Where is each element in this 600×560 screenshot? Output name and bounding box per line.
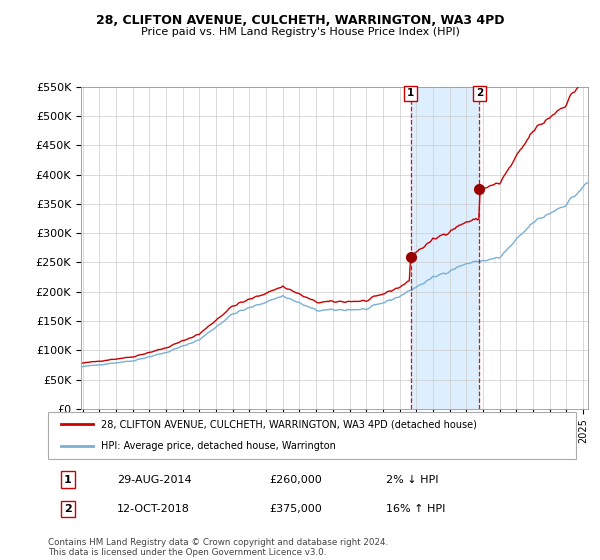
Bar xyxy=(410,87,479,409)
Text: Price paid vs. HM Land Registry's House Price Index (HPI): Price paid vs. HM Land Registry's House … xyxy=(140,27,460,37)
Text: 16% ↑ HPI: 16% ↑ HPI xyxy=(386,504,445,514)
Text: 1: 1 xyxy=(64,474,71,484)
Text: 29-AUG-2014: 29-AUG-2014 xyxy=(116,474,191,484)
Text: 2: 2 xyxy=(476,88,483,99)
Text: 28, CLIFTON AVENUE, CULCHETH, WARRINGTON, WA3 4PD: 28, CLIFTON AVENUE, CULCHETH, WARRINGTON… xyxy=(96,14,504,27)
Text: 12-OCT-2018: 12-OCT-2018 xyxy=(116,504,190,514)
Text: 2: 2 xyxy=(64,504,71,514)
Text: £375,000: £375,000 xyxy=(270,504,323,514)
Text: £260,000: £260,000 xyxy=(270,474,323,484)
Text: 2% ↓ HPI: 2% ↓ HPI xyxy=(386,474,439,484)
FancyBboxPatch shape xyxy=(48,412,576,459)
Text: 28, CLIFTON AVENUE, CULCHETH, WARRINGTON, WA3 4PD (detached house): 28, CLIFTON AVENUE, CULCHETH, WARRINGTON… xyxy=(101,419,476,430)
Text: HPI: Average price, detached house, Warrington: HPI: Average price, detached house, Warr… xyxy=(101,441,335,451)
Text: 1: 1 xyxy=(407,88,414,99)
Text: Contains HM Land Registry data © Crown copyright and database right 2024.
This d: Contains HM Land Registry data © Crown c… xyxy=(48,538,388,557)
